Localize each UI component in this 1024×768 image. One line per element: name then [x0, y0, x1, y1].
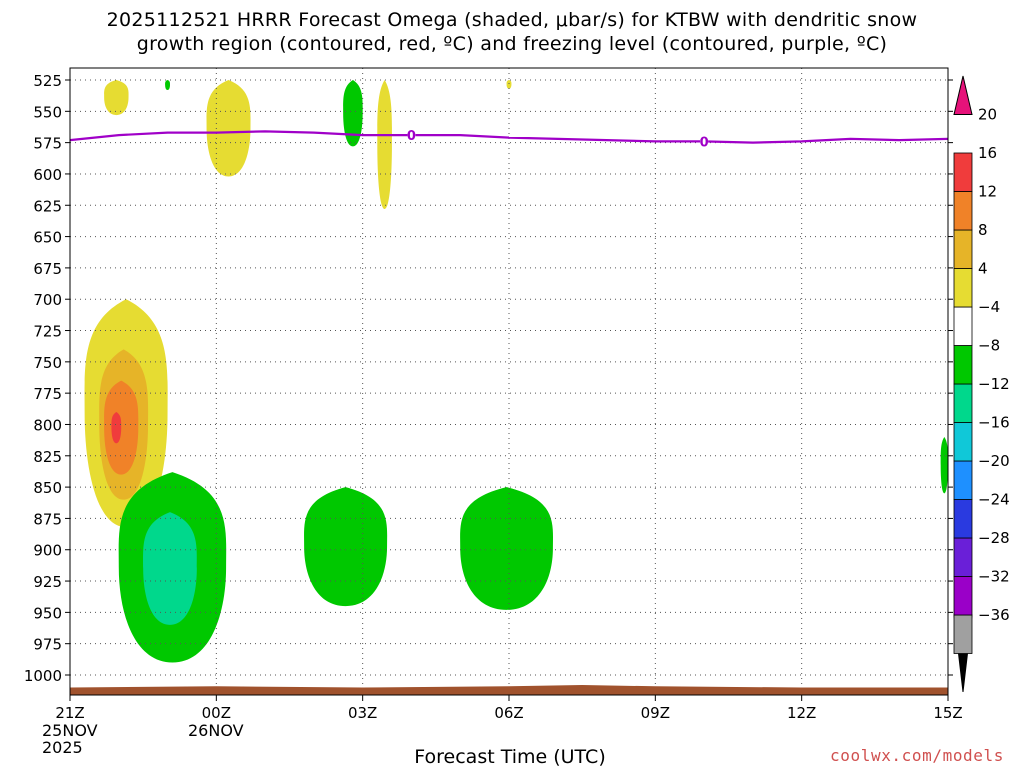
- x-tick-label: 03Z: [348, 704, 377, 722]
- colorbar-swatch: [953, 191, 973, 231]
- y-tick-label: 750: [33, 354, 62, 372]
- y-tick-label: 775: [33, 385, 62, 403]
- omega-shaded-region: [165, 80, 171, 91]
- x-tick-label: 09Z: [641, 704, 670, 722]
- colorbar-swatch: [953, 537, 973, 577]
- x-tick-label: 12Z: [787, 704, 816, 722]
- colorbar-level-label: −12: [978, 375, 1010, 393]
- colorbar-swatch: [953, 268, 973, 308]
- colorbar-level-label: −32: [978, 568, 1010, 586]
- y-tick-label: 975: [33, 636, 62, 654]
- colorbar-swatch: [953, 306, 973, 346]
- y-tick-label: 625: [33, 197, 62, 215]
- freezing-level-label-bg: [407, 129, 416, 142]
- omega-shaded-region: [206, 80, 251, 177]
- omega-shaded-region: [940, 437, 949, 494]
- colorbar-level-label: 16: [978, 144, 997, 162]
- freezing-level-label-bg: [700, 135, 709, 148]
- omega-shaded-region: [104, 380, 139, 475]
- x-date-label-start: 25NOV 2025: [42, 722, 98, 756]
- y-tick-label: 925: [33, 573, 62, 591]
- x-date-label-next-day: 26NOV: [188, 722, 244, 739]
- colorbar-level-label: −20: [978, 452, 1010, 470]
- omega-shaded-region: [460, 487, 554, 610]
- colorbar-swatch: [953, 152, 973, 192]
- y-tick-label: 1000: [24, 667, 62, 685]
- x-date-label-start-line2: 2025: [42, 738, 83, 757]
- x-tick-label: 06Z: [494, 704, 523, 722]
- y-tick-label: 825: [33, 448, 62, 466]
- freezing-level-label: 0: [407, 129, 416, 144]
- x-axis-label: Forecast Time (UTC): [414, 746, 606, 768]
- y-tick-label: 675: [33, 260, 62, 278]
- x-tick-label: 15Z: [933, 704, 962, 722]
- x-date-label-start-line1: 25NOV: [42, 721, 98, 740]
- colorbar-swatch: [953, 499, 973, 539]
- colorbar-swatch: [953, 460, 973, 500]
- terrain-fill: [70, 685, 948, 695]
- chart-title-line2: growth region (contoured, red, ºC) and f…: [136, 33, 888, 55]
- colorbar-level-label: 20: [978, 106, 997, 124]
- colorbar-swatch: [953, 576, 973, 616]
- colorbar-level-label: −24: [978, 491, 1010, 509]
- freezing-level-label: 0: [700, 135, 709, 150]
- colorbar: −36 −32 −28 −24 −20 −16 −12 −8 −4 4 8 12 16 20: [953, 75, 1010, 693]
- x-date-label-next-day-line1: 26NOV: [188, 721, 244, 740]
- y-tick-label: 850: [33, 479, 62, 497]
- y-tick-label: 600: [33, 166, 62, 184]
- colorbar-swatch: [953, 383, 973, 423]
- colorbar-level-label: 12: [978, 183, 997, 201]
- y-tick-label: 525: [33, 72, 62, 90]
- colorbar-level-label: 4: [978, 260, 988, 278]
- y-tick-label: 700: [33, 291, 62, 309]
- chart-title-line1: 2025112521 HRRR Forecast Omega (shaded, …: [106, 9, 918, 31]
- omega-shaded-region: [506, 80, 512, 89]
- omega-shaded-region: [111, 411, 122, 444]
- colorbar-level-label: −16: [978, 414, 1010, 432]
- colorbar-swatch: [953, 229, 973, 269]
- colorbar-level-label: −8: [978, 337, 1000, 355]
- y-tick-label: 800: [33, 416, 62, 434]
- freezing-level-line: [69, 130, 949, 144]
- y-tick-label: 650: [33, 229, 62, 247]
- y-axis: 525 550 575 600 625 650 675 700 725 750 775 800 825 8…: [24, 72, 953, 685]
- colorbar-swatch: [953, 614, 973, 654]
- x-tick-label: 00Z: [202, 704, 231, 722]
- omega-shaded-region: [377, 80, 392, 210]
- y-tick-label: 900: [33, 542, 62, 560]
- colorbar-swatch: [953, 422, 973, 462]
- colorbar-level-label: −4: [978, 298, 1000, 316]
- omega-shaded-region: [143, 512, 197, 625]
- omega-shaded-region: [104, 80, 129, 116]
- colorbar-level-label: 8: [978, 221, 988, 239]
- y-tick-label: 575: [33, 135, 62, 153]
- omega-shaded-region: [304, 487, 388, 607]
- colorbar-swatch: [953, 345, 973, 385]
- credit-link[interactable]: coolwx.com/models: [830, 746, 1004, 765]
- colorbar-level-label: −36: [978, 606, 1010, 624]
- y-tick-label: 950: [33, 604, 62, 622]
- x-axis: 21Z 00Z 03Z 06Z 09Z 12Z 15Z: [55, 695, 963, 722]
- y-tick-label: 550: [33, 103, 62, 121]
- x-tick-label: 21Z: [55, 704, 84, 722]
- y-tick-label: 725: [33, 323, 62, 341]
- colorbar-level-label: −28: [978, 529, 1010, 547]
- y-tick-label: 875: [33, 510, 62, 528]
- colorbar-swatch-max: [953, 75, 973, 115]
- omega-shaded-region: [343, 80, 363, 147]
